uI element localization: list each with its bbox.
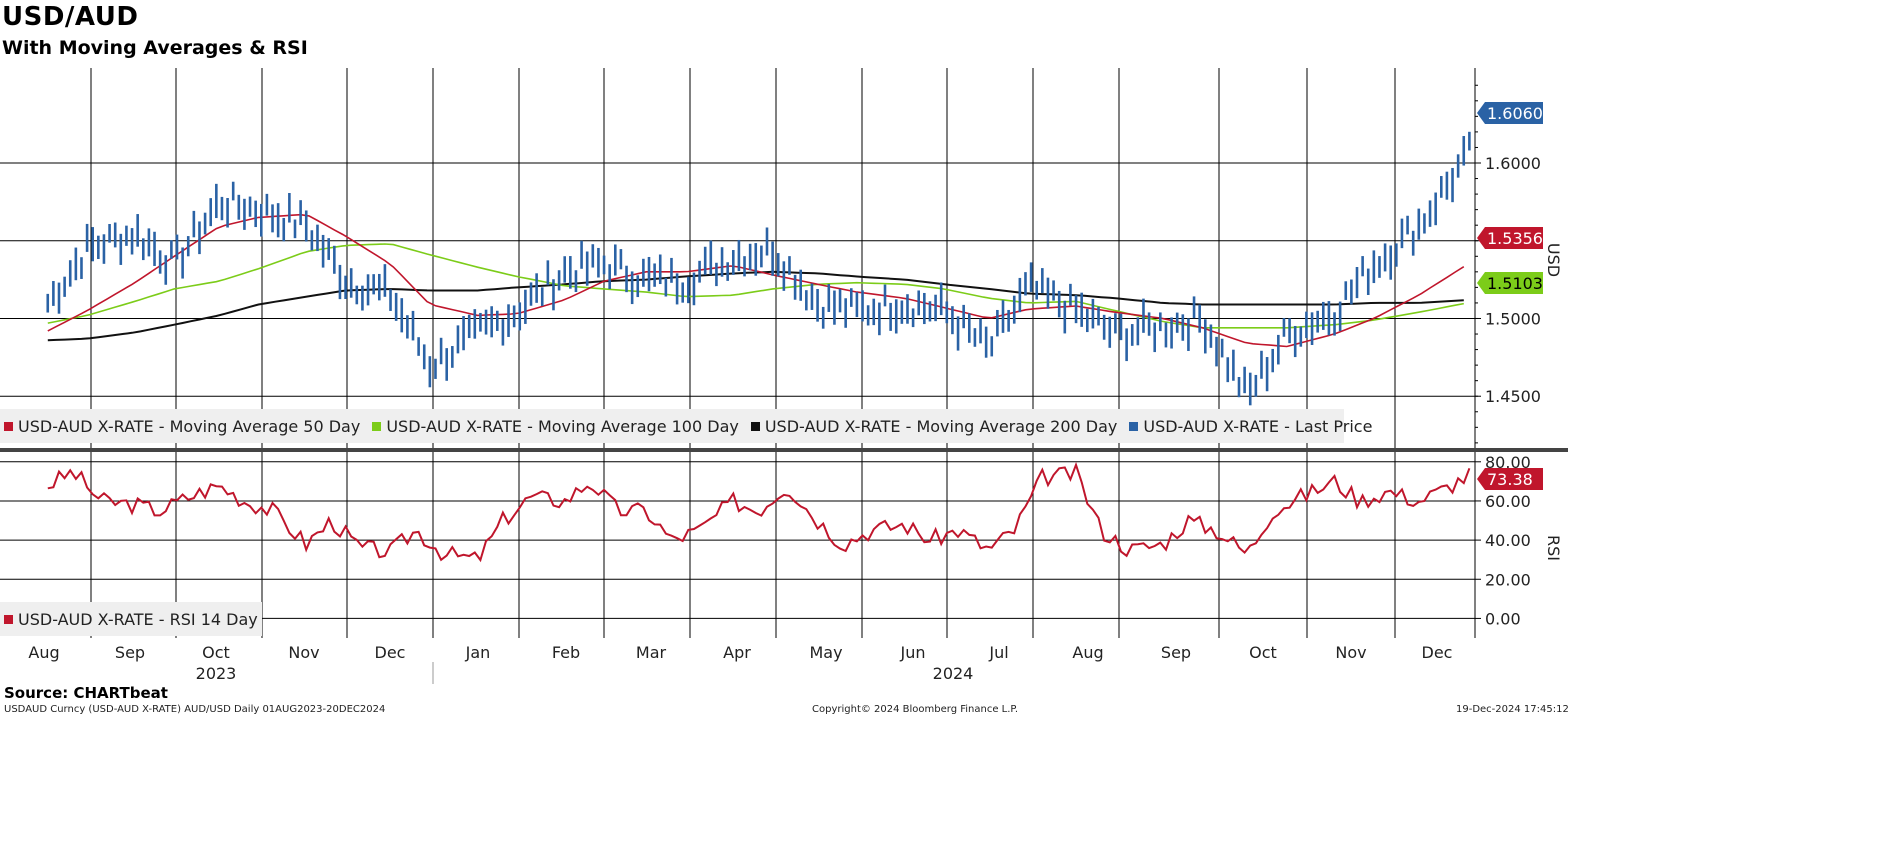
x-month-label: Jan	[465, 643, 491, 662]
panel-separator	[0, 448, 1568, 452]
last-price-badge-text: 1.6060	[1487, 104, 1543, 123]
rsi-tick-label: 0.00	[1485, 609, 1521, 628]
rsi-tick-label: 80.00	[1485, 453, 1531, 472]
page-title: USD/AUD	[2, 2, 139, 32]
footer-timestamp: 19-Dec-2024 17:45:12	[1456, 704, 1569, 715]
rsi-legend-item: USD-AUD X-RATE - RSI 14 Day	[4, 610, 258, 629]
legend-swatch	[1129, 421, 1139, 431]
legend-label: USD-AUD X-RATE - Moving Average 50 Day	[18, 416, 361, 436]
x-month-label: Sep	[1161, 643, 1191, 662]
x-month-label: Jun	[900, 643, 926, 662]
price-legend-item: USD-AUD X-RATE - Moving Average 100 Day	[372, 417, 739, 436]
footer-left: USDAUD Curncy (USD-AUD X-RATE) AUD/USD D…	[4, 704, 386, 715]
price-axis-title: USD	[1544, 243, 1563, 277]
ma200-badge-shape	[1477, 272, 1543, 294]
ma200-line	[47, 270, 1464, 342]
ma50-badge-text: 1.5356	[1487, 229, 1543, 248]
price-tick-label: 1.5000	[1485, 309, 1541, 328]
x-month-label: Dec	[375, 643, 406, 662]
price-legend-item: USD-AUD X-RATE - Moving Average 50 Day	[4, 417, 360, 436]
footer-copyright: Copyright© 2024 Bloomberg Finance L.P.	[812, 704, 1019, 715]
rsi-legend: USD-AUD X-RATE - RSI 14 Day	[0, 602, 262, 636]
last-price-badge: 1.6060	[1477, 102, 1543, 124]
rsi-badge-shape	[1477, 468, 1543, 490]
x-month-label: Oct	[1249, 643, 1277, 662]
price-legend-item: USD-AUD X-RATE - Moving Average 200 Day	[750, 416, 1118, 436]
x-month-label: May	[809, 643, 842, 662]
legend-swatch	[4, 421, 13, 431]
legend-label: USD-AUD X-RATE - Moving Average 200 Day	[764, 416, 1118, 436]
price-legend-item: USD-AUD X-RATE - Last Price	[1129, 417, 1372, 436]
x-month-label: Dec	[1422, 643, 1453, 662]
x-year-label: 2023	[196, 664, 237, 683]
x-month-label: Nov	[1335, 643, 1366, 662]
price-tick-label: 1.4500	[1485, 387, 1541, 406]
legend-swatch	[372, 421, 382, 431]
rsi-tick-label: 20.00	[1485, 570, 1531, 589]
legend-swatch	[750, 421, 760, 431]
rsi-badge-text: 73.38	[1487, 470, 1533, 489]
ma100-line	[47, 243, 1464, 329]
x-month-label: Aug	[28, 643, 59, 662]
chart-canvas: 1.60001.55001.50001.450080.0060.0040.002…	[0, 68, 1568, 684]
ma200-badge-text: 1.5103	[1487, 274, 1543, 293]
rsi-tick-label: 40.00	[1485, 531, 1531, 550]
x-month-label: Feb	[552, 643, 580, 662]
source-note: Source: CHARTbeat	[4, 684, 168, 702]
x-year-label: 2024	[933, 664, 974, 683]
legend-label: USD-AUD X-RATE - Moving Average 100 Day	[386, 416, 739, 436]
ma50-badge-shape	[1477, 227, 1543, 249]
x-month-label: Nov	[288, 643, 319, 662]
rsi-line	[47, 461, 1471, 563]
rsi-axis-title: RSI	[1544, 535, 1563, 561]
price-tick-label: 1.6000	[1485, 154, 1541, 173]
price-legend: USD-AUD X-RATE - Moving Average 50 Day US…	[0, 409, 1372, 443]
last-price-badge-shape	[1477, 102, 1543, 124]
legend-swatch	[4, 614, 13, 624]
x-month-label: Apr	[723, 643, 751, 662]
rsi-badge: 73.38	[1477, 468, 1543, 490]
rsi-tick-label: 60.00	[1485, 492, 1531, 511]
x-month-label: Oct	[202, 643, 230, 662]
x-month-label: Mar	[636, 643, 667, 662]
x-month-label: Aug	[1072, 643, 1103, 662]
legend-label: USD-AUD X-RATE - RSI 14 Day	[18, 609, 258, 629]
legend-label: USD-AUD X-RATE - Last Price	[1143, 416, 1373, 436]
x-month-label: Jul	[988, 643, 1008, 662]
ma50-badge: 1.5356	[1477, 227, 1543, 249]
ma200-badge: 1.5103	[1477, 272, 1543, 294]
x-month-label: Sep	[115, 643, 145, 662]
page-subtitle: With Moving Averages & RSI	[2, 37, 308, 59]
